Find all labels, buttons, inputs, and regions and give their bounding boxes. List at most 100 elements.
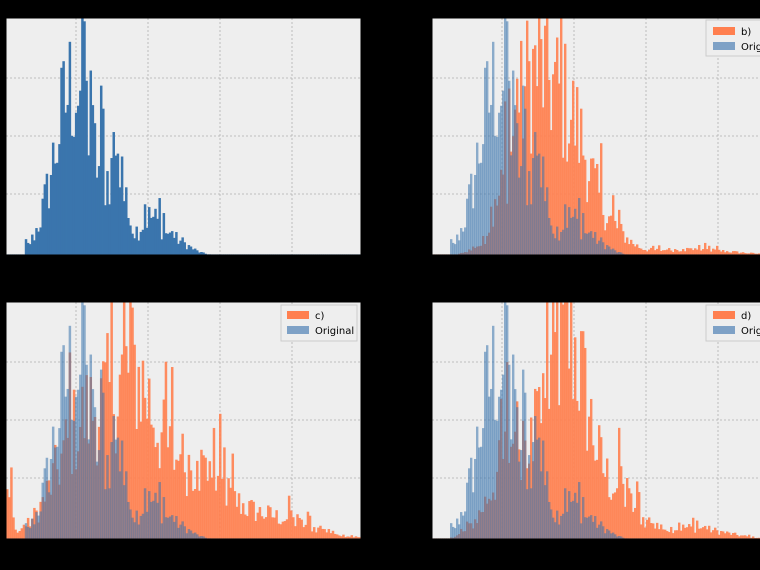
histogram-bar-original bbox=[574, 208, 577, 255]
histogram-bar-transformed bbox=[264, 517, 268, 539]
histogram-bar-original bbox=[58, 144, 61, 255]
histogram-bar-transformed bbox=[206, 480, 209, 539]
histogram-bar-original bbox=[476, 142, 479, 255]
histogram-bar-transformed bbox=[216, 475, 220, 539]
histogram-bar-transformed bbox=[724, 533, 727, 539]
histogram-bar-transformed bbox=[210, 477, 214, 539]
histogram-bar-original bbox=[150, 217, 153, 255]
histogram-bar-original bbox=[566, 227, 569, 255]
histogram-bar-transformed bbox=[193, 489, 197, 539]
histogram-bar-transformed bbox=[636, 244, 639, 255]
histogram-bar-transformed bbox=[602, 473, 605, 539]
histogram-bar-transformed bbox=[622, 483, 625, 539]
histogram-bar-original bbox=[482, 144, 485, 255]
histogram-bar-original bbox=[580, 523, 583, 539]
histogram-bar-original bbox=[183, 526, 186, 539]
histogram-bar-original bbox=[79, 374, 82, 539]
histogram-bar-original bbox=[512, 354, 515, 539]
histogram-bar-transformed bbox=[294, 526, 297, 539]
histogram-bar-transformed bbox=[198, 490, 201, 539]
histogram-bar-transformed bbox=[612, 195, 615, 255]
histogram-bar-original bbox=[558, 524, 561, 539]
histogram-bar-original bbox=[77, 389, 80, 539]
histogram-bar-original bbox=[114, 439, 118, 539]
histogram-bar-transformed bbox=[530, 417, 533, 539]
histogram-bar-original bbox=[616, 252, 619, 255]
histogram-bar-transformed bbox=[566, 302, 569, 539]
histogram-bar-original bbox=[490, 388, 493, 539]
histogram-bar-transformed bbox=[12, 517, 15, 539]
histogram-bar-original bbox=[95, 177, 99, 255]
histogram-bar-original bbox=[28, 528, 32, 539]
histogram-bar-original bbox=[156, 218, 159, 255]
histogram-bar-transformed bbox=[225, 505, 228, 539]
histogram-bar-transformed bbox=[118, 374, 122, 539]
histogram-bar-original bbox=[598, 240, 601, 255]
histogram-bar-original bbox=[196, 534, 199, 539]
histogram-bar-original bbox=[168, 516, 172, 539]
histogram-bar-transformed bbox=[718, 249, 721, 255]
histogram-bar-transformed bbox=[702, 249, 705, 255]
histogram-bar-original bbox=[548, 217, 551, 255]
histogram-bar-transformed bbox=[646, 519, 649, 539]
histogram-bar-original bbox=[108, 488, 111, 539]
histogram-bar-transformed bbox=[187, 454, 191, 539]
histogram-bar-original bbox=[125, 471, 128, 539]
histogram-bar-original bbox=[70, 419, 74, 539]
histogram-bar-original bbox=[560, 231, 563, 255]
histogram-bar-transformed bbox=[548, 79, 551, 255]
histogram-bar-original bbox=[204, 537, 207, 539]
histogram-bar-original bbox=[474, 174, 477, 255]
histogram-bar-original bbox=[141, 229, 145, 255]
histogram-bar-original bbox=[498, 396, 501, 539]
histogram-bar-original bbox=[458, 240, 461, 255]
histogram-bar-transformed bbox=[570, 302, 573, 539]
histogram-bar-transformed bbox=[606, 223, 609, 255]
histogram-bar-original bbox=[127, 217, 130, 255]
histogram-bar-original bbox=[452, 526, 455, 539]
histogram-bar-transformed bbox=[335, 534, 339, 539]
histogram-bar-transformed bbox=[666, 249, 669, 255]
histogram-bar-original bbox=[614, 250, 617, 255]
histogram-bar-transformed bbox=[290, 510, 293, 539]
histogram-bar-original bbox=[540, 471, 543, 539]
histogram-bar-transformed bbox=[746, 253, 749, 255]
histogram-bar-original bbox=[122, 485, 126, 539]
legend-label: d) bbox=[741, 311, 751, 322]
histogram-bar-original bbox=[502, 374, 505, 539]
histogram-bar-original bbox=[148, 491, 151, 539]
histogram-bar-original bbox=[578, 198, 581, 255]
histogram-bar-transformed bbox=[594, 460, 597, 539]
histogram-bar-transformed bbox=[620, 466, 623, 539]
histogram-bar-transformed bbox=[191, 490, 195, 539]
histogram-bar-transformed bbox=[722, 531, 725, 539]
histogram-bar-original bbox=[538, 153, 541, 255]
histogram-bar-original bbox=[550, 509, 553, 539]
histogram-bar-original bbox=[492, 325, 495, 539]
histogram-bar-transformed bbox=[202, 455, 205, 539]
histogram-bar-transformed bbox=[208, 461, 212, 539]
histogram-bar-original bbox=[47, 208, 51, 255]
histogram-bar-original bbox=[152, 216, 155, 255]
histogram-bar-transformed bbox=[612, 493, 615, 539]
histogram-bar-original bbox=[500, 389, 503, 539]
histogram-bar-transformed bbox=[125, 346, 128, 539]
histogram-bar-original bbox=[582, 497, 585, 539]
histogram-bar-original bbox=[616, 536, 619, 539]
histogram-bar-original bbox=[51, 426, 55, 539]
histogram-bar-original bbox=[564, 488, 567, 539]
histogram-bar-original bbox=[58, 428, 61, 539]
histogram-bar-original bbox=[200, 536, 203, 539]
histogram-bar-original bbox=[204, 253, 207, 255]
histogram-bar-original bbox=[54, 163, 57, 255]
histogram-bar-transformed bbox=[650, 523, 653, 539]
histogram-bar-original bbox=[474, 458, 477, 539]
histogram-bar-transformed bbox=[674, 530, 677, 539]
histogram-bar-transformed bbox=[574, 337, 577, 539]
histogram-bar-transformed bbox=[558, 83, 561, 255]
histogram-bar-original bbox=[516, 123, 519, 255]
histogram-bar-transformed bbox=[554, 61, 557, 255]
histogram-bar-original bbox=[156, 502, 159, 539]
histogram-bar-original bbox=[506, 305, 509, 539]
histogram-bar-transformed bbox=[678, 251, 681, 255]
